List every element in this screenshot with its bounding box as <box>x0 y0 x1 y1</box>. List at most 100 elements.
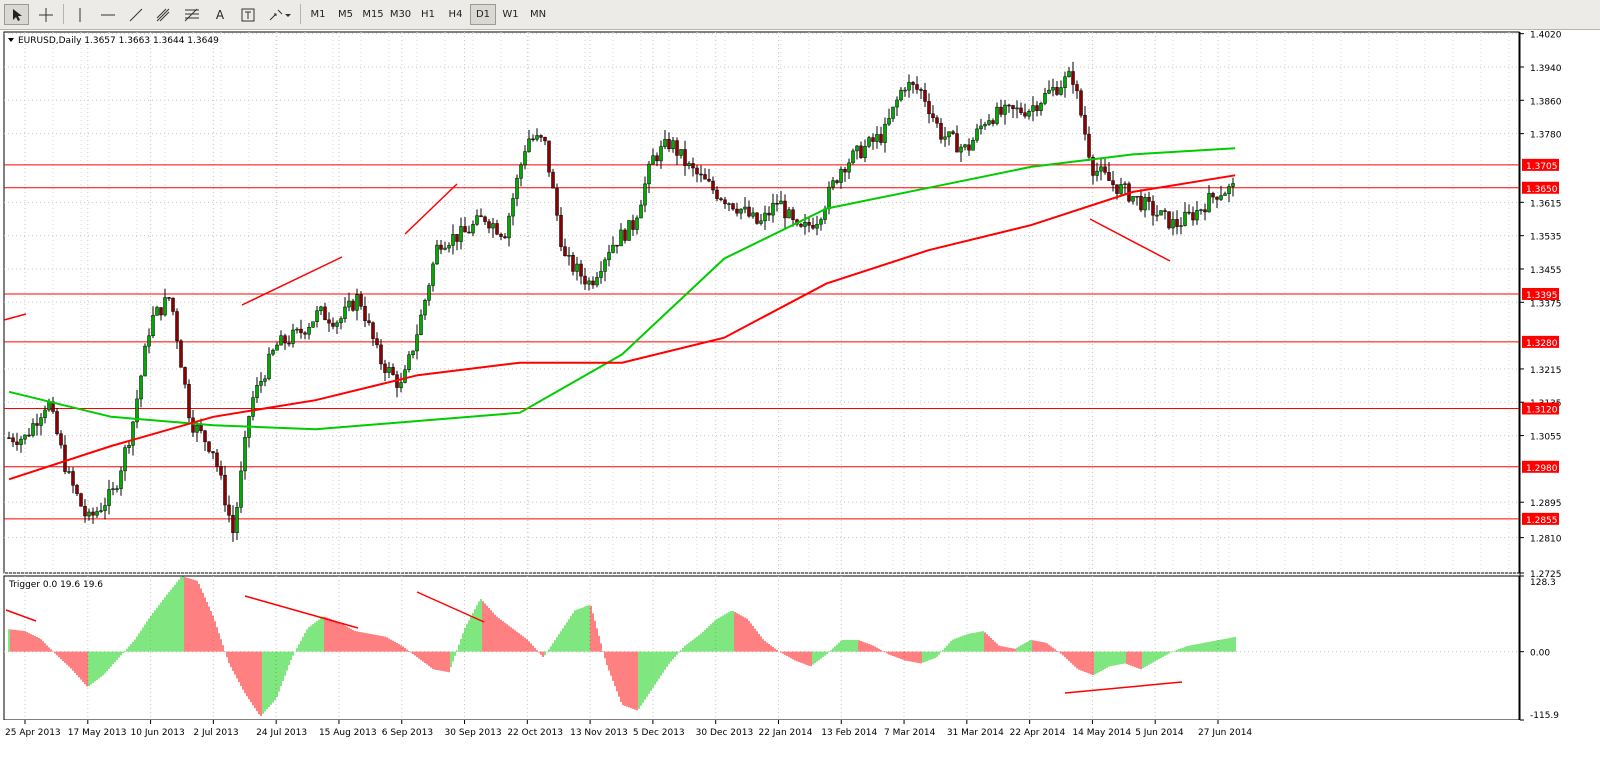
oscillator-title: Trigger 0.0 19.6 19.6 <box>8 580 103 590</box>
bear-candle <box>871 137 875 142</box>
chart-area[interactable]: 1.4020 1.3940 1.3860 1.3780 1.3615 1.3535 1.34… <box>0 30 1600 761</box>
date-tick-label: 24 Jul 2013 <box>256 728 307 738</box>
crosshair-tool[interactable] <box>33 4 58 25</box>
bull-candle <box>739 208 743 214</box>
bear-candle <box>951 131 955 134</box>
bear-candle <box>175 311 179 342</box>
bear-candle <box>799 223 803 227</box>
trendline-tool[interactable] <box>124 4 148 25</box>
bull-candle <box>619 229 623 247</box>
bull-candle <box>475 215 479 225</box>
bear-candle <box>219 466 223 476</box>
bear-candle <box>191 417 195 433</box>
bull-candle <box>519 164 523 179</box>
bull-candle <box>1059 87 1063 95</box>
bull-candle <box>347 300 351 308</box>
vertical-line-tool[interactable] <box>68 4 92 25</box>
equidistant-channel-tool[interactable] <box>152 4 176 25</box>
bull-candle <box>599 271 603 278</box>
bull-candle <box>1123 183 1127 186</box>
bear-candle <box>1079 90 1083 116</box>
bull-candle <box>87 511 91 517</box>
bull-candle <box>647 163 651 185</box>
bull-candle <box>259 381 263 386</box>
timeframe-mn[interactable]: MN <box>529 9 547 20</box>
bull-candle <box>899 89 903 101</box>
timeframe-m30[interactable]: M30 <box>389 9 412 20</box>
bull-candle <box>335 322 339 327</box>
trendline <box>416 591 485 623</box>
horizontal-line-tool[interactable] <box>96 4 120 25</box>
bull-candle <box>147 335 151 347</box>
bull-candle <box>1227 186 1231 195</box>
fibonacci-icon <box>184 8 200 22</box>
date-tick-label: 22 Apr 2014 <box>1010 728 1066 738</box>
bear-candle <box>1075 84 1079 92</box>
timeframe-m1[interactable]: M1 <box>310 9 326 20</box>
bear-candle <box>711 180 715 191</box>
bull-candle <box>883 123 887 143</box>
bull-candle <box>595 277 599 286</box>
timeframe-m5[interactable]: M5 <box>338 9 353 20</box>
bear-candle <box>331 322 335 327</box>
text-tool[interactable]: A <box>208 4 232 25</box>
bear-candle <box>731 203 735 210</box>
text-label-tool[interactable] <box>236 4 260 25</box>
bear-candle <box>579 263 583 277</box>
arrows-dropdown[interactable] <box>264 4 296 25</box>
bull-candle <box>123 447 127 472</box>
bull-candle <box>1047 89 1051 94</box>
bear-candle <box>811 225 815 229</box>
bear-candle <box>503 236 507 239</box>
level-price-label: 1.3120 <box>1526 405 1558 415</box>
green-moving-average <box>8 147 1236 431</box>
bull-candle <box>1039 103 1043 111</box>
bear-candle <box>1035 105 1039 111</box>
bear-candle <box>1211 193 1215 198</box>
bull-candle <box>39 417 43 426</box>
bear-candle <box>879 134 883 143</box>
bull-candle <box>119 470 123 489</box>
bull-candle <box>43 409 47 418</box>
bear-candle <box>1111 180 1115 185</box>
timeframe-m15[interactable]: M15 <box>362 9 384 20</box>
bear-candle <box>927 101 931 114</box>
bull-candle <box>415 334 419 352</box>
bull-candle <box>971 139 975 151</box>
cursor-tool[interactable] <box>4 4 29 25</box>
bear-candle <box>63 444 67 472</box>
bull-candle <box>515 177 519 199</box>
timeframe-h1[interactable]: H1 <box>421 9 435 20</box>
bear-candle <box>571 255 575 272</box>
bull-candle <box>279 335 283 346</box>
bull-candle <box>23 434 27 440</box>
text-label-icon <box>241 8 255 22</box>
bear-candle <box>695 167 699 175</box>
level-price-tag <box>1522 287 1559 300</box>
bull-candle <box>387 367 391 373</box>
bull-candle <box>155 307 159 316</box>
horizontal-line-icon <box>101 9 115 21</box>
bull-candle <box>319 306 323 311</box>
trendline <box>241 256 343 306</box>
price-tick-label: 1.3535 <box>1530 233 1562 243</box>
bull-candle <box>99 510 103 512</box>
bear-candle <box>1151 201 1155 216</box>
timeframe-h4[interactable]: H4 <box>448 9 463 20</box>
bull-candle <box>491 223 495 229</box>
bull-candle <box>135 398 139 423</box>
timeframe-w1[interactable]: W1 <box>502 9 519 20</box>
bear-candle <box>299 328 303 334</box>
date-tick-label: 13 Feb 2014 <box>821 728 877 738</box>
date-tick-label: 25 Apr 2013 <box>5 728 61 738</box>
bull-candle <box>567 255 571 257</box>
bear-candle <box>467 231 471 234</box>
bull-candle <box>1099 166 1103 172</box>
bull-candle <box>307 326 311 335</box>
bull-candle <box>983 124 987 127</box>
timeframe-d1[interactable]: D1 <box>470 4 496 25</box>
date-tick-label: 5 Dec 2013 <box>633 728 685 738</box>
fibonacci-tool[interactable] <box>180 4 204 25</box>
bear-candle <box>1087 133 1091 158</box>
price-tick-label: 1.3940 <box>1530 64 1562 74</box>
